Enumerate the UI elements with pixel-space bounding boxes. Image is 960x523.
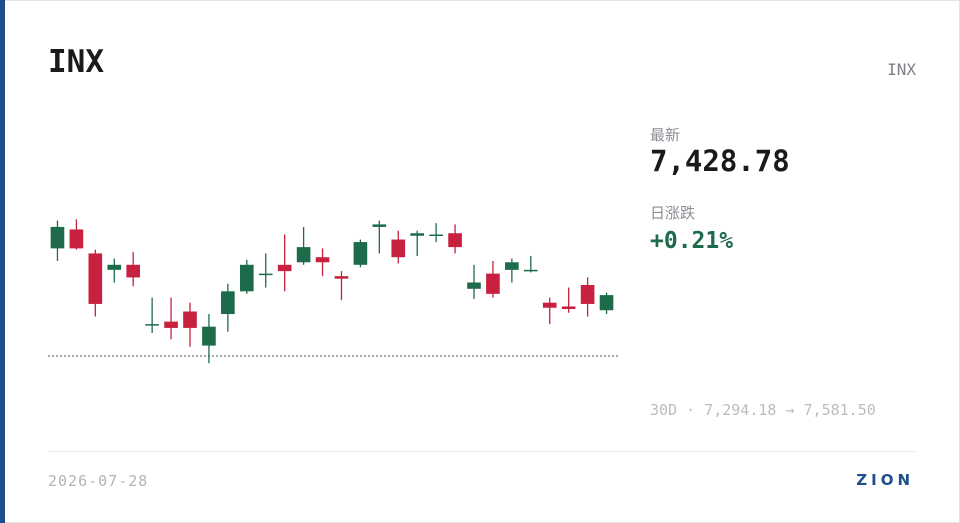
candle-body [334,276,349,279]
candle-body [296,247,311,263]
candle-body [145,324,159,326]
thirty-day-range: 30D · 7,294.18 → 7,581.50 [650,401,876,419]
candle-body [258,273,273,276]
candle [258,253,273,288]
candle-body [88,253,103,304]
candle-body [202,326,216,346]
candle [296,226,311,265]
candle [523,255,538,273]
candle [429,223,443,243]
candle [277,234,292,292]
candle-body [50,226,65,249]
candle-body [372,224,387,227]
candle [50,220,65,262]
candle [505,258,519,283]
brand-logo: ZION [856,471,914,489]
candle-body [429,234,443,236]
candle [334,271,349,301]
candle [221,283,235,332]
candle-body [183,311,197,328]
candle-body [126,264,141,278]
candlestick-chart [48,219,620,364]
candle-body [277,264,292,272]
candle [448,224,462,254]
candle-body [353,242,368,265]
footer-date: 2026-07-28 [48,472,149,490]
candle [126,252,141,287]
candle [410,230,425,256]
ticker-title: INX [48,44,104,80]
candle [183,302,197,347]
candle [145,297,159,333]
accent-bar [0,0,5,523]
candle-body [391,239,406,258]
candle [69,219,84,250]
candle [202,314,216,364]
candle [164,297,178,340]
candle-body [505,262,519,270]
candle [372,220,387,254]
candle [599,292,614,315]
candle [315,248,330,277]
candle-body [580,285,595,304]
candle-body [315,257,330,263]
candle [467,264,481,299]
candle [239,259,254,294]
candle [353,239,368,268]
candle-body [239,264,254,292]
candle [391,230,406,264]
last-price-value: 7,428.78 [650,144,790,178]
candle [542,297,557,325]
daily-change-label: 日涨跌 [650,204,696,222]
ticker-code: INX [887,60,916,79]
candle [561,287,576,313]
candle-body [164,321,178,328]
candle [580,277,595,317]
candle-body [410,233,425,236]
candle-body [69,229,84,249]
daily-change-value: +0.21% [650,228,734,254]
candle-body [523,269,538,272]
candle-body [107,264,122,270]
candle-body [542,302,557,308]
candle [107,258,122,283]
candle-body [221,291,235,315]
candle [88,249,103,317]
candle-body [599,295,614,311]
candle [486,261,500,298]
candle-body [448,233,462,248]
footer-divider [48,451,916,452]
candle-body [561,306,576,309]
candle-body [486,273,500,294]
candle-body [467,282,481,289]
last-price-label: 最新 [650,126,681,144]
